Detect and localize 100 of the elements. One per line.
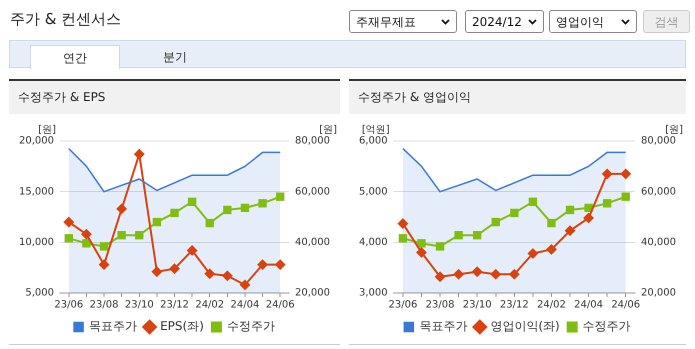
point (398, 234, 408, 242)
chart-title: 수정주가 & 영업이익 (349, 81, 686, 114)
point (454, 269, 464, 280)
x-tick-label: 23/10 (124, 300, 154, 311)
y2-tick-label: 80,000 (641, 136, 676, 147)
x-tick-label: 24/06 (611, 300, 640, 311)
text: 주재무제표 (349, 10, 457, 33)
point (170, 264, 180, 274)
point (64, 234, 73, 242)
point (566, 206, 574, 214)
y2-axis-title: [원] (319, 124, 338, 136)
x-tick-label: 23/06 (54, 300, 84, 311)
text: 검색 (643, 10, 690, 33)
point (472, 266, 482, 277)
y-axis-title: [억원] (362, 124, 390, 136)
text: 분기 (162, 49, 188, 66)
point (492, 218, 500, 226)
point (100, 242, 108, 251)
point (240, 204, 250, 212)
point (490, 269, 501, 280)
y2-axis-title: [원] (665, 124, 684, 136)
point (436, 242, 444, 251)
text: 영업이익 (549, 10, 637, 33)
point (134, 149, 144, 160)
y-tick-label: 10,000 (18, 236, 54, 248)
point (188, 198, 196, 206)
legend-label: 수정주가 (226, 319, 275, 334)
x-tick-label: 23/10 (462, 300, 492, 311)
point (204, 268, 215, 279)
point (510, 208, 518, 218)
point (584, 204, 593, 212)
point (584, 213, 594, 224)
y-tick-label: 5,000 (358, 186, 388, 198)
text: 연간 (30, 45, 120, 69)
legend-label: 목표주가 (89, 319, 138, 334)
legend-label: EPS(좌) (160, 319, 204, 334)
y2-tick-label: 60,000 (295, 186, 330, 198)
point (64, 217, 74, 228)
y2-tick-label: 20,000 (295, 288, 330, 299)
x-tick-label: 23/08 (426, 300, 454, 311)
x-tick-label: 24/06 (266, 300, 295, 311)
point (152, 218, 162, 226)
point (135, 231, 144, 240)
x-tick-label: 24/04 (230, 300, 260, 311)
point (622, 192, 630, 201)
x-tick-label: 24/04 (574, 300, 604, 311)
point (602, 168, 612, 179)
point (546, 244, 556, 254)
y-tick-label: 3,000 (358, 288, 388, 299)
point (81, 229, 92, 240)
x-tick-label: 24/02 (537, 300, 566, 311)
point (509, 269, 520, 280)
y-tick-label: 6,000 (358, 136, 388, 147)
y2-tick-label: 80,000 (295, 136, 330, 147)
chart-title: 수정주가 & EPS (9, 81, 340, 114)
point (602, 199, 612, 208)
point (223, 206, 232, 214)
point (99, 260, 110, 270)
point (275, 260, 286, 270)
point (528, 198, 538, 206)
point (240, 280, 250, 290)
point (565, 226, 576, 236)
point (187, 245, 198, 256)
y-tick-label: 4,000 (358, 236, 388, 248)
point (258, 199, 267, 208)
point (170, 208, 179, 218)
y2-tick-label: 40,000 (641, 236, 676, 248)
x-tick-label: 24/02 (195, 300, 224, 311)
point (276, 192, 284, 201)
point (222, 270, 232, 281)
point (398, 218, 408, 229)
y-tick-label: 15,000 (18, 186, 54, 198)
point (620, 168, 631, 179)
text: 주가 & 컨센서스 (10, 10, 122, 29)
point (116, 204, 127, 214)
text: 2024/12 (465, 10, 544, 33)
point (117, 231, 126, 240)
y-axis-title: [원] (38, 124, 56, 136)
x-tick-label: 23/06 (388, 300, 418, 311)
point (258, 260, 268, 270)
legend-label: 수정주가 (582, 319, 631, 334)
y2-tick-label: 40,000 (295, 236, 330, 248)
point (547, 218, 556, 228)
y-tick-label: 20,000 (18, 136, 54, 147)
point (528, 248, 538, 258)
point (152, 266, 162, 277)
legend-label: 목표주가 (419, 319, 468, 334)
y2-tick-label: 60,000 (641, 186, 676, 198)
x-tick-label: 23/12 (160, 300, 189, 311)
y-tick-label: 5,000 (25, 288, 54, 299)
y2-tick-label: 20,000 (641, 288, 676, 299)
point (435, 272, 446, 282)
point (82, 239, 91, 248)
x-tick-label: 23/12 (500, 300, 529, 311)
x-tick-label: 23/08 (90, 300, 118, 311)
point (416, 247, 426, 258)
point (417, 239, 426, 248)
point (473, 231, 482, 240)
point (206, 218, 214, 228)
point (454, 231, 463, 240)
